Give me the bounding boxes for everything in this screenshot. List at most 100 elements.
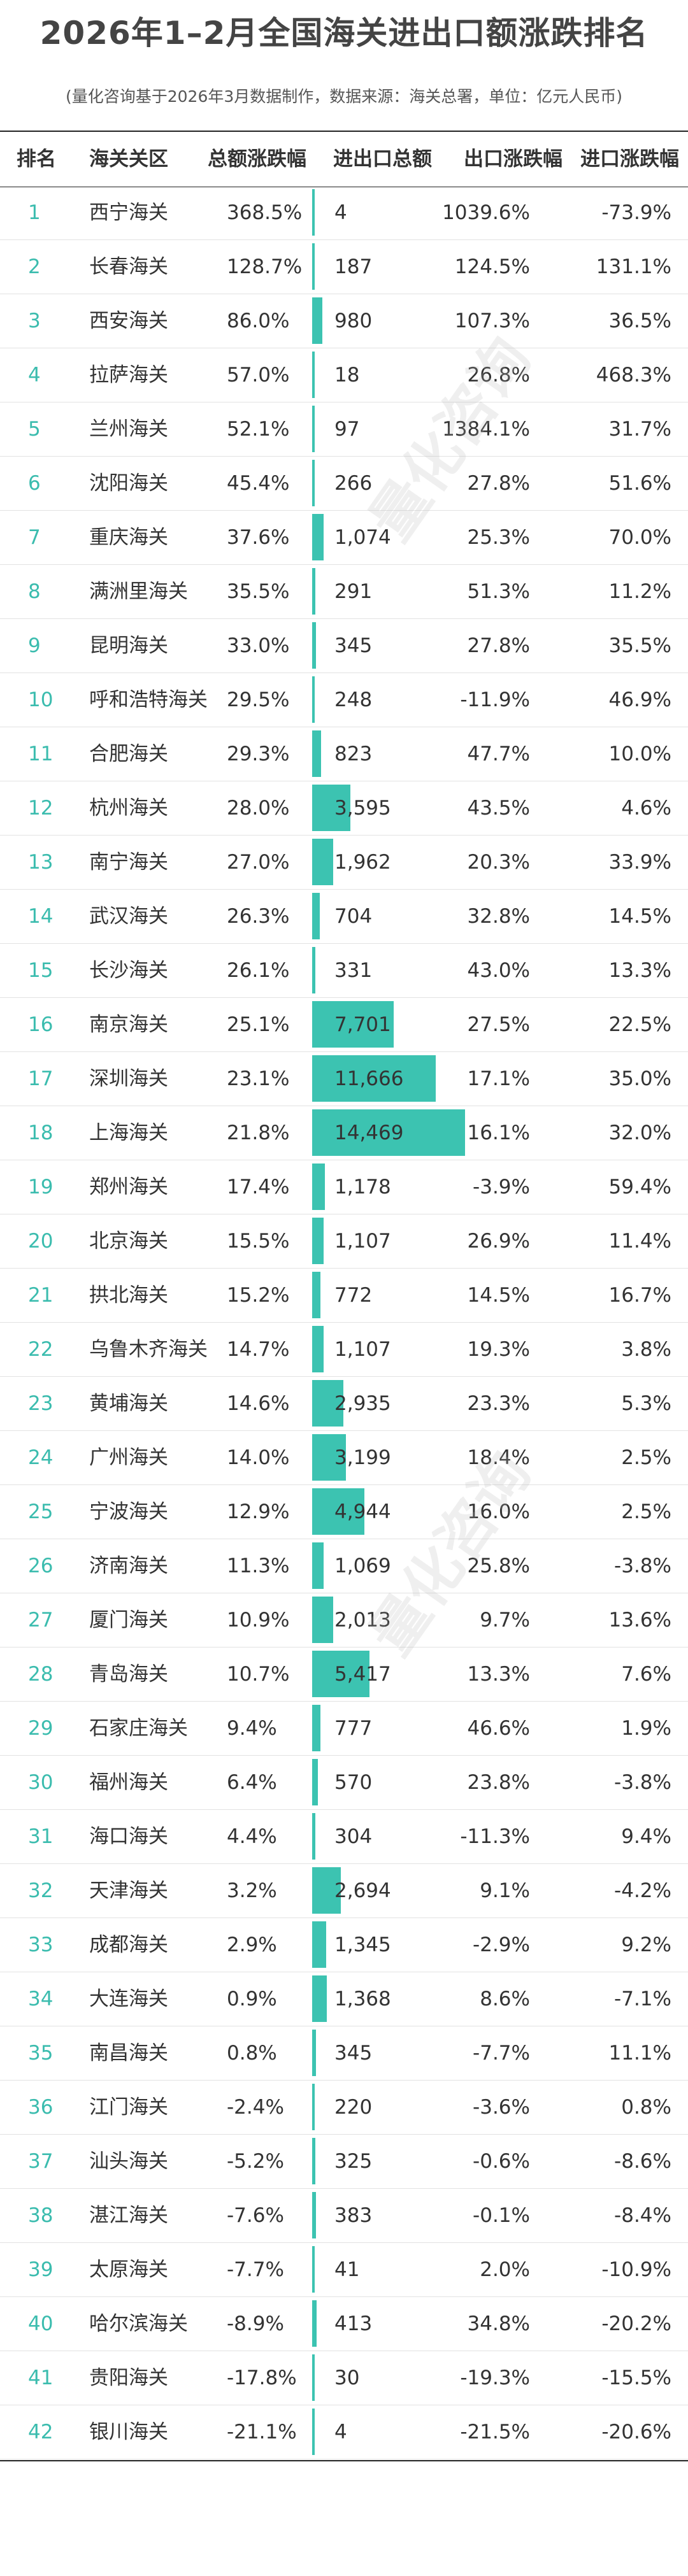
export-change-cell: 26.8% xyxy=(467,363,530,387)
rank-cell: 28 xyxy=(28,1662,54,1686)
export-change-cell: 47.7% xyxy=(467,742,530,765)
total-change-cell: 27.0% xyxy=(227,850,290,874)
header-rank: 排名 xyxy=(17,148,56,171)
export-change-cell: 34.8% xyxy=(467,2312,530,2335)
customs-name-cell: 深圳海关 xyxy=(89,1067,168,1090)
table-row: 35 南昌海关 0.8% 345 -7.7% 11.1% xyxy=(0,2026,688,2081)
export-change-cell: -3.9% xyxy=(473,1175,530,1199)
trade-total-bar xyxy=(312,1867,341,1914)
trade-total-cell: 1,069 xyxy=(334,1554,391,1577)
export-change-cell: -21.5% xyxy=(460,2420,530,2444)
trade-total-bar xyxy=(312,1163,325,1210)
trade-total-bar xyxy=(312,243,315,290)
customs-name-cell: 长春海关 xyxy=(89,255,168,278)
trade-total-bar xyxy=(312,1705,320,1751)
customs-name-cell: 北京海关 xyxy=(89,1229,168,1253)
rank-cell: 13 xyxy=(28,850,54,874)
trade-total-bar xyxy=(312,730,321,777)
table-row: 31 海口海关 4.4% 304 -11.3% 9.4% xyxy=(0,1809,688,1864)
table-row: 29 石家庄海关 9.4% 777 46.6% 1.9% xyxy=(0,1701,688,1756)
trade-total-cell: 1,107 xyxy=(334,1229,391,1253)
import-change-cell: -20.2% xyxy=(601,2312,671,2335)
table-row: 25 宁波海关 12.9% 4,944 16.0% 2.5% xyxy=(0,1484,688,1539)
table-row: 16 南京海关 25.1% 7,701 27.5% 22.5% xyxy=(0,997,688,1052)
total-change-cell: 21.8% xyxy=(227,1121,290,1144)
rank-cell: 26 xyxy=(28,1554,54,1577)
customs-name-cell: 宁波海关 xyxy=(89,1500,168,1523)
rank-cell: 34 xyxy=(28,1987,54,2010)
customs-name-cell: 成都海关 xyxy=(89,1933,168,1956)
trade-total-cell: 1,107 xyxy=(334,1337,391,1361)
import-change-cell: 4.6% xyxy=(621,796,671,820)
import-change-cell: -3.8% xyxy=(614,1554,671,1577)
total-change-cell: 2.9% xyxy=(227,1933,277,1956)
trade-total-cell: 383 xyxy=(334,2203,373,2227)
customs-name-cell: 沈阳海关 xyxy=(89,471,168,495)
import-change-cell: 11.4% xyxy=(608,1229,671,1253)
trade-total-bar xyxy=(312,1542,324,1589)
import-change-cell: 1.9% xyxy=(621,1716,671,1740)
trade-total-bar xyxy=(312,2084,315,2130)
trade-total-bar xyxy=(312,514,324,560)
import-change-cell: -8.4% xyxy=(614,2203,671,2227)
table-row: 19 郑州海关 17.4% 1,178 -3.9% 59.4% xyxy=(0,1160,688,1214)
customs-name-cell: 拉萨海关 xyxy=(89,363,168,387)
trade-total-cell: 18 xyxy=(334,363,360,387)
total-change-cell: 25.1% xyxy=(227,1013,290,1036)
header-export-change: 出口涨跌幅 xyxy=(464,148,563,171)
table-row: 1 西宁海关 368.5% 4 1039.6% -73.9% xyxy=(0,185,688,240)
trade-total-cell: 331 xyxy=(334,958,373,982)
rank-cell: 31 xyxy=(28,1825,54,1848)
table-row: 37 汕头海关 -5.2% 325 -0.6% -8.6% xyxy=(0,2134,688,2189)
header-trade-total: 进出口总额 xyxy=(333,148,432,171)
rank-cell: 10 xyxy=(28,688,54,711)
import-change-cell: 11.1% xyxy=(608,2041,671,2065)
total-change-cell: -17.8% xyxy=(227,2366,297,2389)
table-row: 2 长春海关 128.7% 187 124.5% 131.1% xyxy=(0,239,688,294)
customs-name-cell: 重庆海关 xyxy=(89,525,168,549)
table-row: 41 贵阳海关 -17.8% 30 -19.3% -15.5% xyxy=(0,2351,688,2405)
total-change-cell: 4.4% xyxy=(227,1825,277,1848)
rank-cell: 33 xyxy=(28,1933,54,1956)
import-change-cell: -20.6% xyxy=(601,2420,671,2444)
import-change-cell: 51.6% xyxy=(608,471,671,495)
trade-total-cell: 97 xyxy=(334,417,360,441)
import-change-cell: 46.9% xyxy=(608,688,671,711)
customs-name-cell: 海口海关 xyxy=(89,1825,168,1848)
rank-cell: 25 xyxy=(28,1500,54,1523)
table-row: 33 成都海关 2.9% 1,345 -2.9% 9.2% xyxy=(0,1918,688,1972)
rank-cell: 3 xyxy=(28,309,41,332)
import-change-cell: 10.0% xyxy=(608,742,671,765)
table-row: 39 太原海关 -7.7% 41 2.0% -10.9% xyxy=(0,2242,688,2297)
trade-total-cell: 1,368 xyxy=(334,1987,391,2010)
rank-cell: 24 xyxy=(28,1446,54,1469)
trade-total-bar xyxy=(312,622,316,669)
rank-cell: 5 xyxy=(28,417,41,441)
customs-name-cell: 长沙海关 xyxy=(89,958,168,982)
table-row: 3 西安海关 86.0% 980 107.3% 36.5% xyxy=(0,294,688,348)
import-change-cell: 35.0% xyxy=(608,1067,671,1090)
customs-name-cell: 黄埔海关 xyxy=(89,1391,168,1415)
customs-name-cell: 乌鲁木齐海关 xyxy=(89,1337,208,1361)
trade-total-bar xyxy=(312,1759,319,1805)
import-change-cell: 5.3% xyxy=(621,1391,671,1415)
trade-total-bar xyxy=(312,568,315,615)
trade-total-bar xyxy=(312,2192,317,2238)
trade-total-bar xyxy=(312,1488,364,1535)
export-change-cell: -2.9% xyxy=(473,1933,530,1956)
import-change-cell: 14.5% xyxy=(608,904,671,928)
total-change-cell: 45.4% xyxy=(227,471,290,495)
import-change-cell: 13.6% xyxy=(608,1608,671,1632)
import-change-cell: 468.3% xyxy=(596,363,671,387)
customs-name-cell: 上海海关 xyxy=(89,1121,168,1144)
customs-name-cell: 哈尔滨海关 xyxy=(89,2312,188,2335)
export-change-cell: 43.0% xyxy=(467,958,530,982)
trade-total-bar xyxy=(312,1434,347,1481)
export-change-cell: 46.6% xyxy=(467,1716,530,1740)
table-row: 27 厦门海关 10.9% 2,013 9.7% 13.6% xyxy=(0,1593,688,1647)
customs-name-cell: 西宁海关 xyxy=(89,201,168,224)
total-change-cell: 0.9% xyxy=(227,1987,277,2010)
header-total-change: 总额涨跌幅 xyxy=(208,148,306,171)
table-row: 15 长沙海关 26.1% 331 43.0% 13.3% xyxy=(0,943,688,998)
table-row: 6 沈阳海关 45.4% 266 27.8% 51.6% xyxy=(0,456,688,511)
